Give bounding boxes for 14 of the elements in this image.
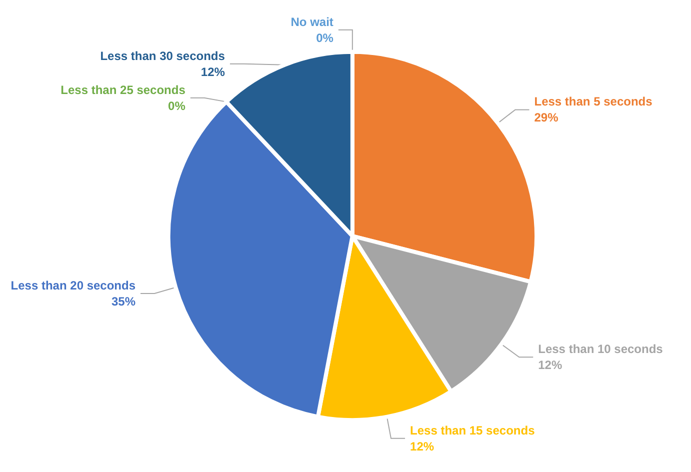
category-label: No wait bbox=[290, 14, 334, 29]
text: 0% bbox=[316, 30, 334, 45]
data-label: 29% bbox=[534, 110, 559, 125]
slice-label: Less than 5 seconds bbox=[534, 94, 653, 109]
data-label: 12% bbox=[200, 64, 226, 79]
data-label: 35% bbox=[111, 294, 136, 308]
data-label: 12% bbox=[538, 358, 562, 372]
slice-label: Less than 20 seconds bbox=[10, 278, 136, 292]
slice-label: Less than 10 seconds bbox=[538, 342, 664, 356]
slice-label: Less than 15 seconds bbox=[410, 423, 536, 438]
category-label: Less than 25 seconds bbox=[60, 82, 186, 97]
data-label: 12% bbox=[410, 439, 434, 454]
slice-label: Less than 30 seconds bbox=[100, 48, 226, 63]
text: 0% bbox=[168, 98, 186, 113]
